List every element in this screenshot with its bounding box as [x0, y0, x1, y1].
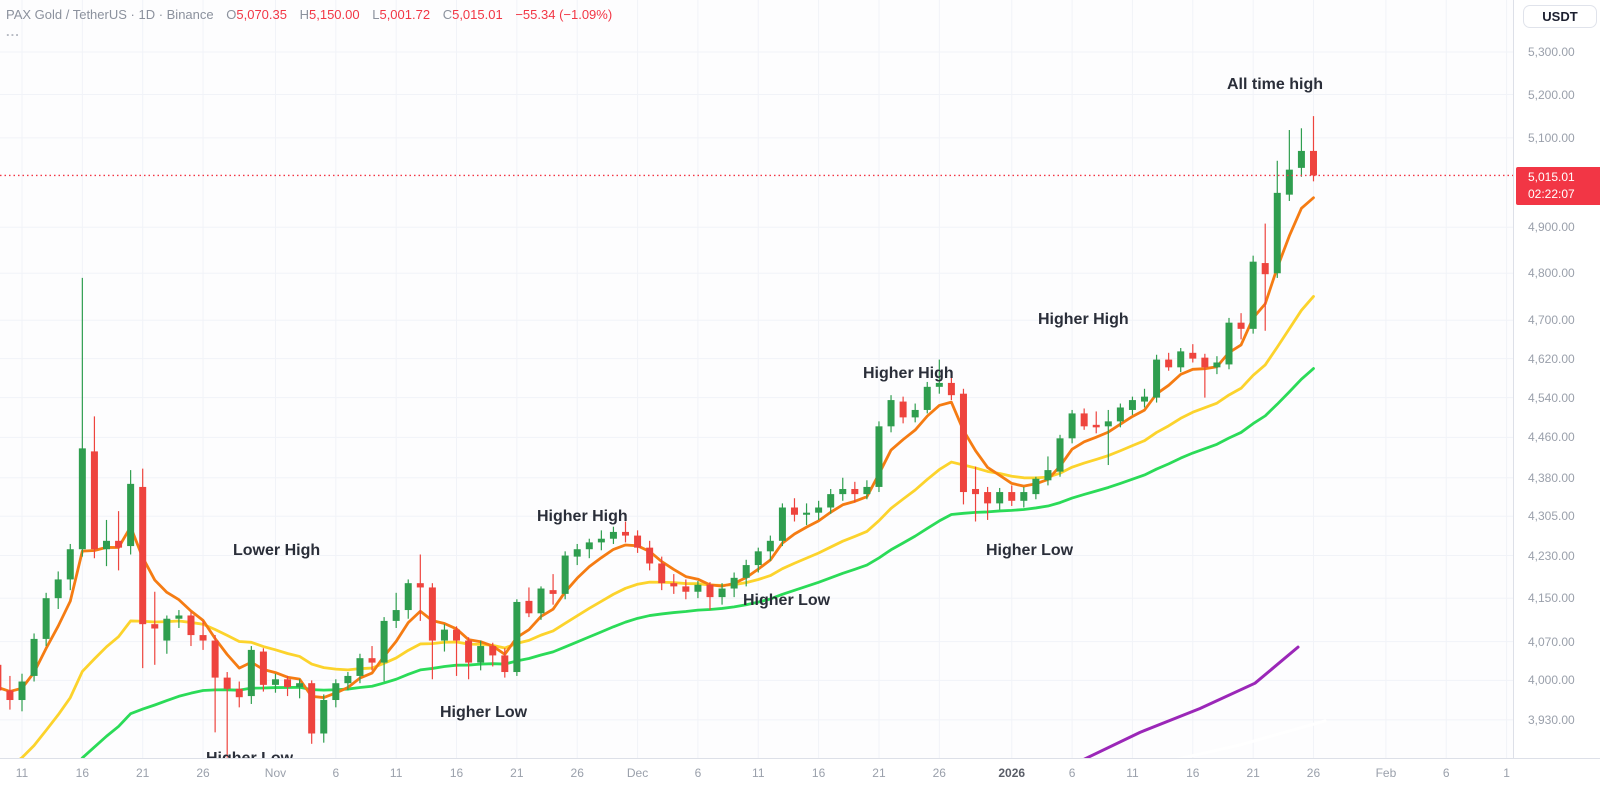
- high-label: H: [299, 7, 309, 22]
- time-tick-label: Nov: [264, 766, 287, 780]
- price-axis[interactable]: USDT 5,015.01 02:22:07 5,300.00 5,200.00 5…: [1513, 0, 1600, 758]
- price-tick-label: 4,380.00: [1528, 470, 1575, 485]
- time-tick-label: 6: [694, 766, 702, 780]
- time-tick-label: 6: [1442, 766, 1450, 780]
- price-tick-label: 5,200.00: [1528, 87, 1575, 102]
- chart-canvas[interactable]: [0, 0, 1513, 758]
- price-tick-label: 4,150.00: [1528, 591, 1575, 606]
- price-tick-label: 4,800.00: [1528, 266, 1575, 281]
- price-tick-label: 4,460.00: [1528, 430, 1575, 445]
- time-tick-label: Dec: [626, 766, 649, 780]
- time-tick-label: 26: [1306, 766, 1321, 780]
- time-tick-label: 16: [811, 766, 826, 780]
- time-tick-label: 1: [1503, 766, 1510, 780]
- close-value: 5,015.01: [452, 7, 503, 22]
- time-tick-label: 16: [449, 766, 464, 780]
- low-label: L: [372, 7, 380, 22]
- price-tick-label: 4,900.00: [1528, 220, 1575, 235]
- price-tick-label: 3,930.00: [1528, 712, 1575, 727]
- time-tick-label: 2026: [998, 766, 1026, 780]
- time-tick-label: 11: [752, 766, 765, 780]
- price-tick-label: 4,700.00: [1528, 313, 1575, 328]
- price-tick-label: 4,070.00: [1528, 634, 1575, 649]
- price-tick-label: 4,000.00: [1528, 673, 1575, 688]
- price-label-badge: 5,015.01 02:22:07: [1516, 167, 1600, 205]
- time-tick-label: 26: [196, 766, 210, 780]
- price-tick-label: 4,230.00: [1528, 548, 1575, 563]
- open-label: O: [226, 7, 237, 22]
- time-tick-label: 6: [332, 766, 340, 780]
- time-tick-label: 21: [872, 766, 886, 780]
- price-tick-label: 5,300.00: [1528, 45, 1575, 59]
- time-tick-label: 6: [1068, 766, 1076, 780]
- time-tick-label: 26: [932, 766, 946, 780]
- time-tick-label: 21: [1246, 766, 1260, 780]
- time-tick-label: 11: [15, 766, 29, 780]
- last-price: 5,015.01: [1528, 170, 1575, 184]
- time-tick-label: 16: [75, 766, 90, 780]
- legend-more-ellipsis[interactable]: ...: [6, 24, 20, 39]
- high-value: 5,150.00: [309, 7, 360, 22]
- price-tick-label: 4,540.00: [1528, 390, 1575, 405]
- price-tick-label: 4,620.00: [1528, 351, 1575, 366]
- change-value: −55.34 (−1.09%): [515, 7, 613, 22]
- currency-usdt-button[interactable]: USDT: [1523, 5, 1597, 28]
- symbol-title: PAX Gold / TetherUS · 1D · Binance: [6, 7, 214, 22]
- open-value: 5,070.35: [236, 7, 287, 22]
- low-value: 5,001.72: [379, 7, 431, 22]
- price-tick-label: 5,100.00: [1528, 130, 1575, 145]
- chart-pane[interactable]: Lower High Higher High Higher Low Higher Lo…: [0, 0, 1513, 758]
- time-tick-label: Feb: [1375, 766, 1397, 780]
- time-tick-label: 11: [1126, 766, 1139, 780]
- time-tick-label: 16: [1186, 766, 1200, 780]
- price-tick-label: 4,305.00: [1528, 509, 1575, 524]
- time-tick-label: 21: [136, 766, 150, 780]
- time-tick-label: 11: [389, 766, 403, 780]
- time-tick-label: 26: [570, 766, 584, 780]
- time-tick-label: 21: [510, 766, 524, 780]
- bar-countdown: 02:22:07: [1528, 187, 1575, 201]
- symbol-legend: PAX Gold / TetherUS · 1D · Binance O5,07…: [6, 7, 612, 22]
- close-label: C: [442, 7, 453, 22]
- time-axis[interactable]: 11 16 21 26 Nov 6 11 16 21 26 Dec 6 11 16 21 26 2026 6 11 1…: [0, 758, 1600, 788]
